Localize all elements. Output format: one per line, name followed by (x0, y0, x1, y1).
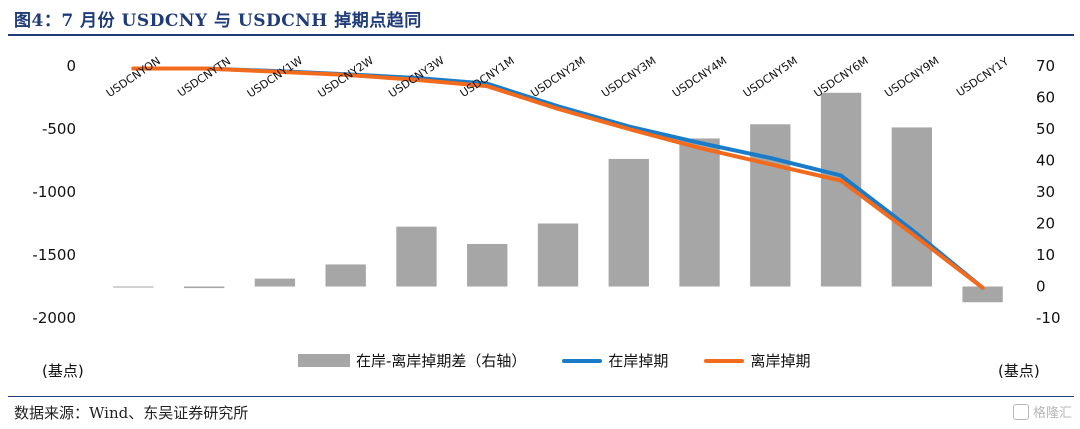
legend-item-onshore: 在岸掉期 (562, 350, 668, 371)
category-label: USDCNYTN (175, 55, 233, 100)
left-tick-label: -1000 (32, 183, 76, 201)
source-note: 数据来源：Wind、东吴证券研究所 (14, 404, 249, 422)
offshore-swap-line (131, 66, 985, 290)
right-tick-label: 60 (1036, 89, 1055, 107)
bar-usdcny3m (608, 158, 649, 287)
bar-usdcny3w (396, 226, 437, 287)
bar-usdcny1w (254, 278, 296, 287)
legend-label-offshore: 离岸掉期 (750, 352, 811, 370)
legend-swatch-onshore (562, 358, 603, 363)
right-tick-label: 30 (1036, 183, 1055, 201)
right-tick-label: 50 (1036, 120, 1055, 138)
bar-usdcnyon (113, 286, 154, 288)
category-label: USDCNY5M (741, 54, 800, 100)
category-label: USDCNY2M (528, 54, 587, 100)
title-rule (8, 34, 1074, 36)
chart-legend: 在岸-离岸掉期差（右轴） 在岸掉期 离岸掉期 (298, 350, 846, 371)
left-tick-label: -1500 (32, 246, 76, 264)
bar-usdcny2m (537, 223, 579, 287)
category-label: USDCNY4M (670, 54, 729, 100)
legend-swatch-spread (298, 354, 350, 367)
right-tick-label: 0 (1036, 278, 1046, 296)
legend-item-spread: 在岸-离岸掉期差（右轴） (298, 350, 526, 371)
legend-swatch-offshore (704, 358, 745, 363)
bar-usdcny1m (467, 243, 508, 287)
category-label: USDCNY3M (599, 54, 658, 100)
category-label: USDCNY1Y (954, 55, 1011, 99)
right-tick-label: 10 (1036, 246, 1055, 264)
bar-usdcny9m (891, 127, 933, 287)
watermark-logo-icon (1012, 403, 1029, 420)
watermark: 格隆汇 (1012, 402, 1072, 421)
chart-title: 图4：7 月份 USDCNY 与 USDCNH 掉期点趋同 (14, 11, 422, 31)
bar-usdcny4m (679, 138, 720, 287)
category-label: USDCNY9M (882, 54, 941, 100)
left-tick-label: -2000 (32, 309, 76, 327)
bar-usdcny1y (962, 286, 1003, 303)
legend-label-onshore: 在岸掉期 (608, 352, 669, 370)
category-label: USDCNYON (104, 54, 163, 100)
category-label: USDCNY1W (245, 54, 305, 101)
right-tick-label: 70 (1036, 57, 1055, 75)
right-axis-unit: (基点) (998, 362, 1040, 380)
left-tick-label: 0 (66, 57, 76, 75)
watermark-text: 格隆汇 (1032, 406, 1072, 421)
bar-usdcny5m (750, 124, 791, 287)
left-axis-unit: (基点) (42, 362, 84, 380)
right-tick-label: 20 (1036, 215, 1055, 233)
legend-label-spread: 在岸-离岸掉期差（右轴） (356, 352, 527, 370)
left-tick-label: -500 (42, 120, 76, 138)
right-tick-label: 40 (1036, 152, 1055, 170)
bar-usdcnytn (183, 286, 225, 289)
legend-item-offshore: 离岸掉期 (704, 350, 810, 371)
right-tick-label: -10 (1036, 309, 1061, 327)
footer-rule (8, 396, 1074, 397)
bar-usdcny2w (325, 264, 366, 287)
